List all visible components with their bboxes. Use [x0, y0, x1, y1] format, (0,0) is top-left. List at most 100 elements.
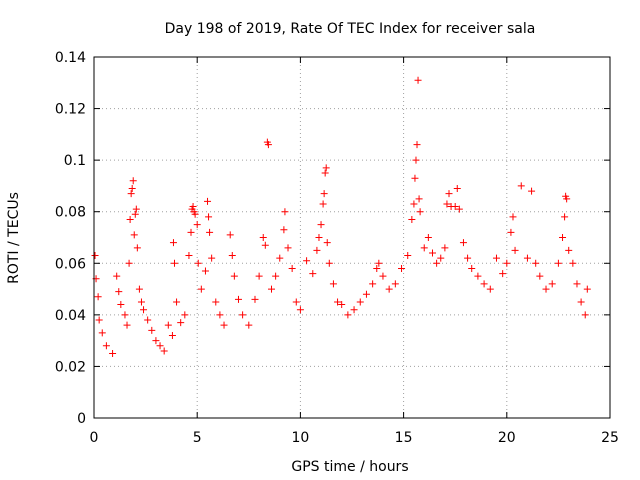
- data-point: [130, 231, 138, 239]
- data-point: [245, 321, 253, 329]
- data-point: [313, 246, 321, 254]
- data-point: [94, 293, 102, 301]
- data-point: [98, 329, 106, 337]
- y-tick-label: 0.1: [64, 153, 86, 169]
- data-point: [415, 195, 423, 203]
- data-point: [319, 200, 327, 208]
- data-point: [459, 239, 467, 247]
- data-point: [121, 311, 129, 319]
- data-point: [296, 306, 304, 314]
- data-point: [181, 311, 189, 319]
- data-point: [160, 347, 168, 355]
- data-point: [373, 264, 381, 272]
- axis-ticks: 0 0.02 0.04 0.06 0.08 0.1 0.12 0.14 0 5 10 15 20 25: [55, 50, 619, 446]
- data-point: [276, 254, 284, 262]
- data-point: [187, 228, 195, 236]
- chart-title: Day 198 of 2019, Rate Of TEC Index for r…: [165, 21, 536, 37]
- data-point: [168, 331, 176, 339]
- data-point: [102, 342, 110, 350]
- data-points: [91, 76, 591, 358]
- data-point: [561, 213, 569, 221]
- data-point: [453, 185, 461, 193]
- data-point: [443, 200, 451, 208]
- data-point: [499, 270, 507, 278]
- data-point: [511, 246, 519, 254]
- data-point: [194, 259, 202, 267]
- data-point: [315, 234, 323, 241]
- data-point: [117, 301, 125, 309]
- data-point: [135, 285, 143, 293]
- x-tick-label: 0: [90, 430, 99, 446]
- x-axis-label: GPS time / hours: [291, 459, 408, 475]
- data-point: [284, 244, 292, 252]
- data-point: [281, 208, 289, 216]
- data-point: [133, 244, 141, 252]
- data-point: [554, 259, 562, 267]
- data-point: [148, 326, 156, 334]
- y-axis-label: ROTI / TECUs: [6, 192, 22, 284]
- data-point: [416, 208, 424, 216]
- data-point: [548, 280, 556, 288]
- data-point: [132, 205, 140, 213]
- data-point: [362, 290, 370, 298]
- data-point: [379, 272, 387, 280]
- data-point: [536, 272, 544, 280]
- data-point: [259, 234, 267, 241]
- data-point: [251, 295, 259, 303]
- data-point: [189, 203, 197, 211]
- data-point: [503, 259, 511, 267]
- y-tick-label: 0.02: [55, 359, 86, 375]
- data-point: [344, 311, 352, 319]
- data-point: [317, 221, 325, 229]
- data-point: [404, 252, 412, 260]
- data-point: [137, 298, 145, 306]
- data-point: [468, 264, 476, 272]
- data-point: [206, 228, 214, 236]
- data-point: [129, 177, 137, 185]
- data-point: [322, 164, 330, 172]
- data-point: [113, 272, 121, 280]
- data-point: [350, 306, 358, 314]
- data-point: [204, 197, 212, 205]
- data-point: [565, 246, 573, 254]
- data-point: [507, 228, 515, 236]
- data-point: [413, 141, 421, 149]
- data-point: [323, 239, 331, 247]
- data-point: [280, 226, 288, 234]
- data-point: [325, 259, 333, 267]
- data-point: [140, 306, 148, 314]
- data-point: [309, 270, 317, 278]
- data-point: [320, 190, 328, 198]
- data-point: [288, 264, 296, 272]
- x-tick-label: 20: [498, 430, 516, 446]
- data-point: [230, 272, 238, 280]
- data-point: [433, 259, 441, 267]
- data-point: [205, 213, 213, 221]
- data-point: [185, 252, 193, 260]
- data-point: [127, 190, 135, 198]
- data-point: [412, 156, 420, 164]
- data-point: [410, 200, 418, 208]
- y-tick-label: 0.12: [55, 102, 86, 118]
- data-point: [95, 316, 103, 324]
- data-point: [517, 182, 525, 190]
- data-point: [451, 203, 459, 211]
- y-tick-label: 0.06: [55, 256, 86, 272]
- data-point: [125, 259, 133, 267]
- data-point: [197, 285, 205, 293]
- data-point: [455, 205, 463, 213]
- data-point: [408, 215, 416, 223]
- data-point: [583, 285, 591, 293]
- data-point: [563, 195, 571, 203]
- data-point: [264, 141, 272, 149]
- data-point: [334, 298, 342, 306]
- data-point: [486, 285, 494, 293]
- data-point: [437, 254, 445, 262]
- data-point: [441, 244, 449, 252]
- data-point: [193, 221, 201, 229]
- data-point: [445, 190, 453, 198]
- data-point: [542, 285, 550, 293]
- data-point: [559, 234, 567, 241]
- data-point: [492, 254, 500, 262]
- data-point: [255, 272, 263, 280]
